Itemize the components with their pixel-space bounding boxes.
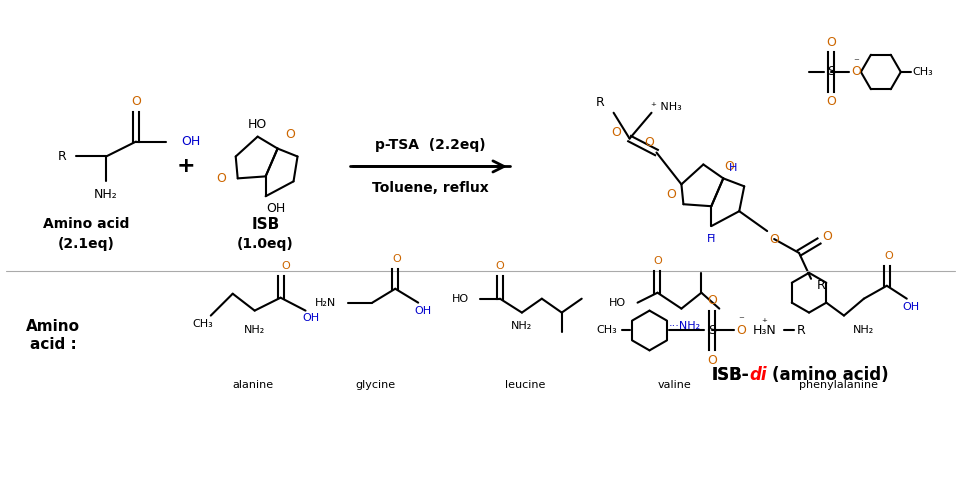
Text: HO: HO	[248, 118, 267, 131]
Text: Toluene, reflux: Toluene, reflux	[372, 181, 488, 195]
Text: OH: OH	[302, 312, 319, 323]
Text: O: O	[216, 172, 226, 185]
Text: O: O	[736, 324, 746, 337]
Text: O: O	[769, 232, 779, 245]
Text: OH: OH	[266, 202, 285, 215]
Text: R: R	[797, 324, 805, 337]
Text: leucine: leucine	[505, 380, 545, 390]
Text: ⁺ NH₃: ⁺ NH₃	[652, 102, 682, 112]
Text: O: O	[851, 66, 861, 78]
Text: NH₂: NH₂	[94, 188, 118, 201]
Text: O: O	[653, 256, 662, 266]
Text: alanine: alanine	[233, 380, 273, 390]
Text: R: R	[58, 150, 66, 163]
Text: O: O	[707, 294, 717, 307]
Text: O: O	[131, 95, 141, 108]
Text: H₂N: H₂N	[315, 297, 336, 308]
Text: (amino acid): (amino acid)	[772, 366, 889, 384]
Text: O: O	[611, 126, 622, 139]
Text: O: O	[645, 136, 654, 149]
Text: ⁺: ⁺	[761, 317, 767, 328]
Text: O: O	[884, 251, 893, 261]
Text: H̅: H̅	[707, 234, 716, 244]
Text: (1.0eq): (1.0eq)	[237, 237, 294, 251]
Text: (2.1eq): (2.1eq)	[58, 237, 114, 251]
Text: ⁻: ⁻	[853, 57, 859, 67]
Text: H: H	[729, 163, 737, 174]
Text: CH₃: CH₃	[192, 318, 213, 329]
Text: NH₂: NH₂	[853, 326, 875, 335]
Text: O: O	[826, 95, 836, 108]
Text: S: S	[708, 324, 716, 337]
Text: O: O	[285, 128, 295, 141]
Text: ISB-: ISB-	[711, 366, 750, 384]
Text: HO: HO	[452, 294, 469, 304]
Text: S: S	[827, 66, 835, 78]
Text: OH: OH	[181, 135, 200, 148]
Text: ISB-: ISB-	[711, 366, 750, 384]
Text: H₃N: H₃N	[752, 324, 776, 337]
Text: di: di	[750, 366, 767, 384]
Text: ···NH₂: ···NH₂	[668, 321, 701, 330]
Text: O: O	[393, 254, 402, 264]
Text: R: R	[595, 96, 604, 109]
Text: ⁻: ⁻	[738, 315, 744, 326]
Text: NH₂: NH₂	[244, 325, 265, 334]
Text: O: O	[282, 261, 290, 271]
Text: Amino
acid :: Amino acid :	[26, 319, 81, 352]
Text: p-TSA  (2.2eq): p-TSA (2.2eq)	[375, 138, 485, 152]
Text: O: O	[725, 160, 734, 173]
Text: phenylalanine: phenylalanine	[800, 380, 878, 390]
Text: O: O	[826, 35, 836, 49]
Text: CH₃: CH₃	[597, 326, 618, 335]
Text: O: O	[667, 188, 677, 201]
Text: HO: HO	[609, 297, 627, 308]
Text: OH: OH	[902, 302, 920, 312]
Text: CH₃: CH₃	[913, 67, 933, 77]
Text: ISB: ISB	[252, 217, 280, 232]
Text: +: +	[177, 156, 195, 176]
Text: NH₂: NH₂	[511, 321, 532, 330]
Text: O: O	[822, 229, 832, 243]
Text: OH: OH	[414, 306, 431, 315]
Text: Amino acid: Amino acid	[43, 217, 130, 231]
Text: R: R	[817, 279, 825, 292]
Text: O: O	[707, 354, 717, 367]
Text: O: O	[496, 261, 505, 271]
Text: glycine: glycine	[356, 380, 395, 390]
Text: valine: valine	[657, 380, 691, 390]
